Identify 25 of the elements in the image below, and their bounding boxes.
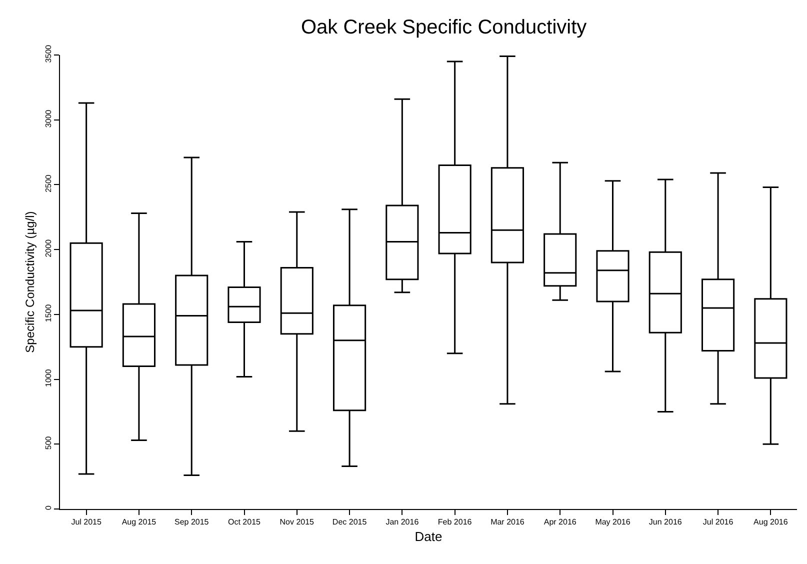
y-tick-label: 0	[44, 505, 53, 510]
x-axis-title: Date	[414, 529, 442, 544]
x-tick-label: Jul 2016	[702, 518, 734, 527]
x-tick-label: Oct 2015	[228, 518, 262, 527]
x-tick-label: Mar 2016	[490, 518, 525, 527]
y-axis-title: Specific Conductivity (µg/l)	[23, 211, 38, 353]
chart-title: Oak Creek Specific Conductivity	[301, 16, 587, 39]
y-tick-label: 1000	[44, 368, 53, 387]
x-tick-label: Jun 2016	[648, 518, 682, 527]
x-tick-label: Jul 2015	[71, 518, 102, 527]
x-tick-label: Apr 2016	[544, 518, 577, 527]
y-tick-label: 2500	[44, 174, 53, 192]
x-tick-label: Aug 2016	[754, 518, 788, 527]
y-tick-label: 3000	[44, 109, 53, 128]
x-tick-label: Feb 2016	[438, 518, 472, 527]
y-tick-label: 2000	[44, 238, 53, 258]
x-tick-label: Aug 2015	[122, 518, 157, 527]
x-tick-label: May 2016	[595, 518, 631, 527]
x-tick-label: Dec 2015	[332, 518, 368, 527]
y-tick-label: 500	[44, 436, 53, 450]
x-tick-label: Sep 2015	[174, 518, 210, 527]
x-tick-label: Jan 2016	[386, 518, 420, 527]
y-tick-label: 1500	[44, 304, 53, 322]
y-tick-label: 3500	[44, 44, 53, 63]
x-tick-label: Nov 2015	[280, 518, 315, 527]
